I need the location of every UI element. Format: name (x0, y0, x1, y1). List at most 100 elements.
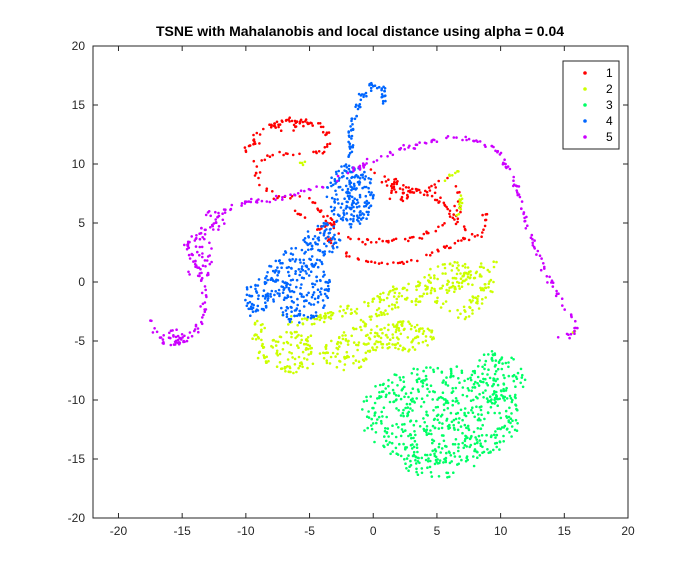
point-series-3 (463, 411, 466, 415)
point-series-4 (293, 314, 297, 318)
point-series-3 (464, 437, 467, 441)
point-series-3 (402, 408, 405, 412)
point-series-2 (357, 366, 361, 370)
point-series-4 (268, 264, 271, 268)
point-series-1 (401, 188, 405, 191)
point-series-3 (386, 443, 390, 446)
point-series-3 (496, 383, 500, 387)
point-series-3 (457, 442, 460, 446)
point-series-2 (425, 287, 428, 291)
point-series-2 (322, 351, 325, 355)
point-series-5 (346, 171, 350, 175)
point-series-4 (369, 193, 373, 196)
point-series-3 (454, 438, 458, 441)
point-series-2 (342, 308, 345, 312)
point-series-2 (305, 346, 308, 350)
point-series-3 (523, 378, 527, 382)
point-series-1 (321, 125, 325, 129)
point-series-4 (355, 202, 358, 206)
point-series-4 (327, 289, 330, 293)
point-series-5 (176, 338, 180, 342)
point-series-4 (323, 288, 327, 292)
point-series-4 (349, 129, 353, 132)
point-series-4 (320, 287, 323, 290)
point-series-4 (305, 293, 309, 297)
point-series-2 (406, 336, 410, 339)
point-series-5 (283, 194, 287, 198)
point-series-4 (362, 95, 365, 99)
point-series-2 (428, 329, 431, 332)
point-series-3 (467, 389, 471, 392)
point-series-3 (402, 380, 406, 384)
point-series-1 (400, 195, 404, 199)
point-series-4 (345, 200, 349, 204)
point-series-3 (499, 416, 503, 420)
point-series-4 (315, 279, 319, 283)
point-series-4 (248, 307, 252, 311)
point-series-3 (479, 442, 482, 445)
point-series-2 (286, 365, 289, 368)
point-series-5 (512, 175, 515, 179)
point-series-4 (330, 176, 333, 179)
point-series-1 (437, 225, 440, 229)
point-series-2 (343, 363, 347, 366)
point-series-2 (260, 328, 263, 332)
point-series-1 (276, 196, 279, 200)
point-series-5 (452, 136, 456, 139)
point-series-4 (380, 95, 384, 99)
point-series-2 (357, 360, 361, 364)
point-series-1 (271, 190, 274, 193)
point-series-4 (331, 250, 334, 254)
point-series-5 (569, 313, 573, 316)
point-series-3 (420, 467, 424, 470)
point-series-3 (417, 456, 420, 460)
point-series-4 (287, 265, 291, 269)
point-series-5 (230, 203, 234, 207)
point-series-3 (415, 446, 419, 450)
point-series-4 (358, 205, 361, 208)
point-series-1 (329, 217, 333, 220)
point-series-1 (337, 232, 341, 235)
point-series-3 (494, 379, 498, 383)
point-series-3 (516, 371, 520, 375)
point-series-1 (462, 225, 466, 228)
point-series-2 (386, 336, 389, 339)
point-series-3 (437, 427, 441, 430)
point-series-1 (442, 201, 446, 205)
point-series-4 (312, 303, 316, 306)
point-series-2 (344, 338, 348, 341)
point-series-4 (269, 295, 273, 298)
point-series-2 (424, 335, 428, 338)
point-series-1 (456, 217, 460, 220)
point-series-2 (295, 370, 298, 374)
point-series-4 (245, 304, 249, 308)
point-series-2 (491, 290, 494, 294)
point-series-3 (453, 428, 456, 431)
point-series-4 (358, 103, 362, 106)
point-series-2 (427, 273, 431, 277)
point-series-1 (448, 212, 451, 216)
point-series-2 (469, 276, 472, 279)
point-series-5 (190, 334, 194, 338)
point-series-3 (394, 446, 398, 450)
point-series-2 (371, 300, 374, 303)
point-series-2 (380, 328, 383, 331)
point-series-1 (301, 120, 305, 124)
point-series-3 (472, 382, 476, 386)
point-series-2 (443, 266, 447, 270)
point-series-3 (411, 387, 415, 391)
point-series-4 (306, 315, 310, 319)
point-series-4 (350, 119, 353, 123)
point-series-3 (385, 431, 389, 434)
point-series-4 (335, 172, 338, 176)
point-series-3 (490, 401, 494, 405)
point-series-2 (391, 343, 394, 346)
point-series-4 (302, 276, 306, 280)
point-series-2 (305, 358, 309, 361)
point-series-4 (335, 219, 339, 223)
point-series-4 (281, 311, 285, 314)
point-series-3 (431, 449, 435, 453)
point-series-2 (303, 317, 307, 320)
point-series-3 (376, 397, 379, 400)
point-series-1 (296, 212, 300, 216)
